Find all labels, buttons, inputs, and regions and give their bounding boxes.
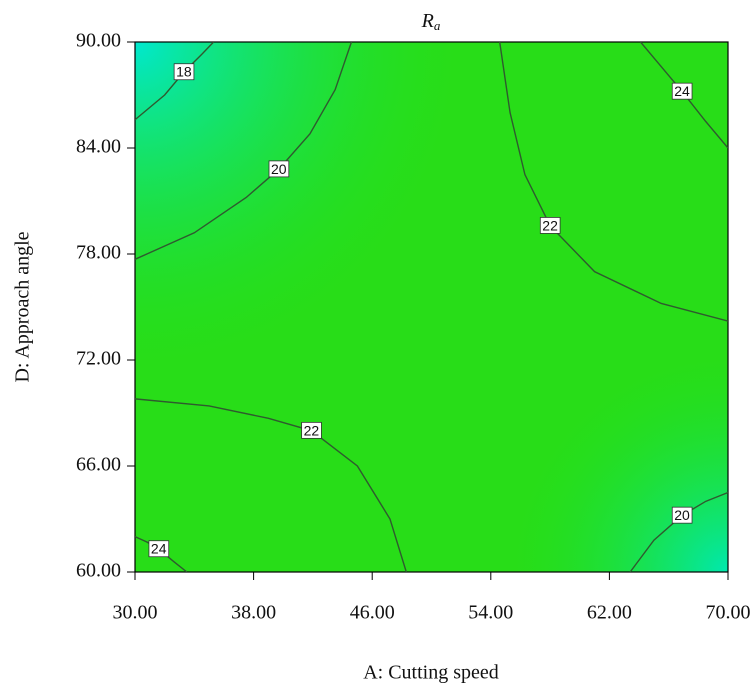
contour-label-box	[173, 63, 195, 81]
contour-label-box	[268, 160, 290, 178]
contour-label: 22	[301, 421, 322, 439]
contour-level: 24	[151, 541, 167, 557]
x-tick-label: 46.00	[350, 602, 395, 624]
contour-label: 20	[268, 160, 290, 178]
y-tick-label: 66.00	[76, 454, 121, 476]
contour-label-box	[301, 421, 322, 439]
contour-label-box	[671, 82, 693, 100]
chart-title: Ra	[421, 10, 441, 33]
contour-level: 22	[542, 217, 558, 233]
contour-level: 20	[271, 161, 287, 177]
contour-label: 24	[148, 540, 170, 558]
title-main: R	[421, 10, 434, 32]
contour-level: 20	[674, 507, 690, 523]
y-axis-label: D: Approach angle	[12, 231, 34, 382]
plot-frame	[134, 41, 729, 573]
contour-label: 22	[539, 217, 561, 234]
contour-level: 18	[176, 64, 192, 80]
contour-label-box	[148, 540, 170, 558]
x-tick-label: 38.00	[231, 602, 276, 624]
contour-label-box	[539, 217, 561, 234]
y-tick-label: 72.00	[76, 348, 121, 370]
title-subscript: a	[434, 18, 441, 33]
contour-label: 20	[671, 506, 693, 524]
y-tick-label: 84.00	[76, 136, 121, 158]
x-tick-label: 30.00	[113, 602, 158, 624]
y-tick-label: 78.00	[76, 242, 121, 264]
contour-label-box	[671, 506, 693, 524]
contour-level: 24	[674, 83, 690, 99]
y-tick-label: 60.00	[76, 560, 121, 582]
contour-label: 18	[173, 63, 195, 81]
plot-background	[135, 42, 728, 572]
x-tick-label: 70.00	[706, 602, 751, 624]
contour-label: 24	[671, 82, 693, 100]
contour-level: 22	[304, 422, 320, 438]
y-tick-label: 90.00	[76, 30, 121, 52]
x-tick-label: 54.00	[468, 602, 513, 624]
x-axis-label: A: Cutting speed	[363, 662, 499, 684]
x-tick-label: 62.00	[587, 602, 632, 624]
